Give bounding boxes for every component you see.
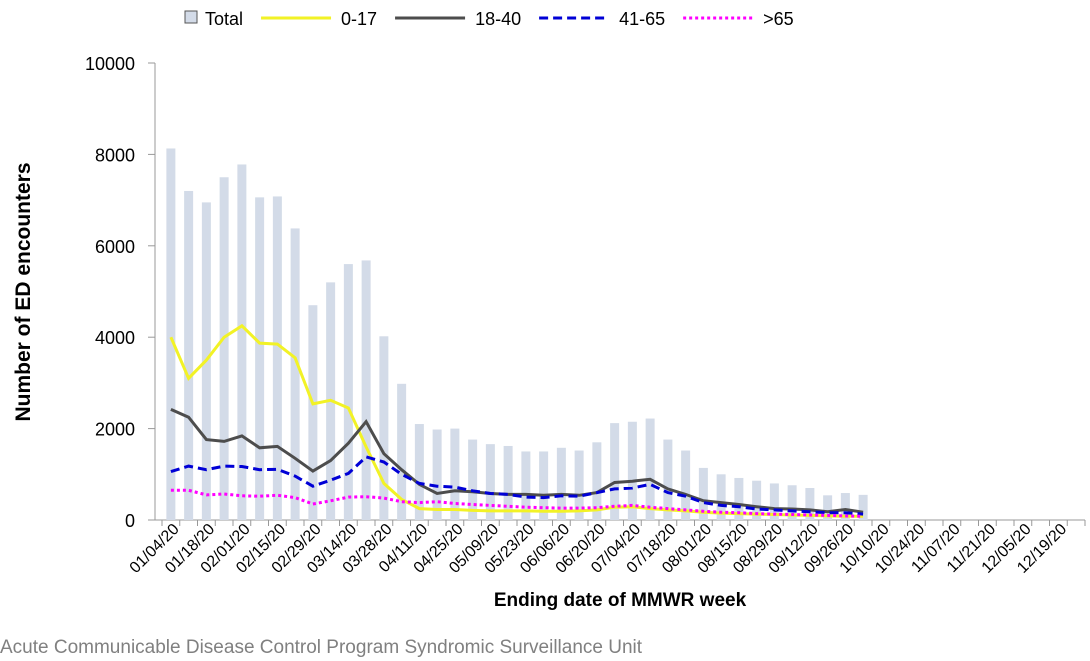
bar xyxy=(840,493,850,520)
legend-swatch xyxy=(184,10,198,24)
bar xyxy=(503,445,513,520)
bar xyxy=(752,480,762,520)
bar xyxy=(290,228,300,520)
bar xyxy=(858,494,868,520)
bar xyxy=(379,336,389,520)
bar xyxy=(769,483,779,520)
bar xyxy=(432,429,442,520)
bar xyxy=(787,485,797,520)
y-tick-label: 0 xyxy=(125,511,135,531)
y-tick-label: 4000 xyxy=(95,328,135,348)
bar xyxy=(734,477,744,520)
line xyxy=(169,323,864,518)
y-axis-label: Number of ED encounters xyxy=(12,162,35,421)
bar xyxy=(610,423,620,520)
bar xyxy=(219,177,229,520)
x-axis-label: Ending date of MMWR week xyxy=(494,590,747,611)
bar xyxy=(184,190,194,520)
legend-label: Total xyxy=(205,9,243,29)
bar xyxy=(805,488,815,520)
bar xyxy=(574,450,584,520)
bar xyxy=(716,474,726,520)
bar xyxy=(645,418,655,520)
bar xyxy=(272,196,282,520)
bar xyxy=(663,439,673,520)
bar xyxy=(361,260,371,520)
bar xyxy=(343,264,353,520)
y-tick-label: 6000 xyxy=(95,237,135,257)
bar xyxy=(255,197,265,520)
y-tick-label: 2000 xyxy=(95,420,135,440)
bar xyxy=(468,439,478,520)
bar xyxy=(166,148,176,521)
bar xyxy=(556,447,566,520)
legend-label: 0-17 xyxy=(341,9,377,29)
bar xyxy=(698,467,708,520)
bar xyxy=(539,451,549,520)
y-tick-label: 10000 xyxy=(85,54,135,74)
source-note: Acute Communicable Disease Control Progr… xyxy=(0,637,643,658)
line xyxy=(170,455,864,516)
legend-label: >65 xyxy=(763,9,794,29)
bar xyxy=(627,421,637,520)
bar xyxy=(450,428,460,520)
legend-label: 41-65 xyxy=(619,9,665,29)
bar xyxy=(592,442,602,520)
bar xyxy=(237,164,247,521)
bar xyxy=(681,450,691,520)
y-tick-label: 8000 xyxy=(95,145,135,165)
legend-label: 18-40 xyxy=(475,9,521,29)
bar xyxy=(414,424,424,520)
bar xyxy=(823,495,833,520)
line xyxy=(170,488,864,518)
bar xyxy=(485,444,495,520)
bar xyxy=(308,305,318,520)
bar xyxy=(521,451,531,520)
bar xyxy=(397,383,407,520)
